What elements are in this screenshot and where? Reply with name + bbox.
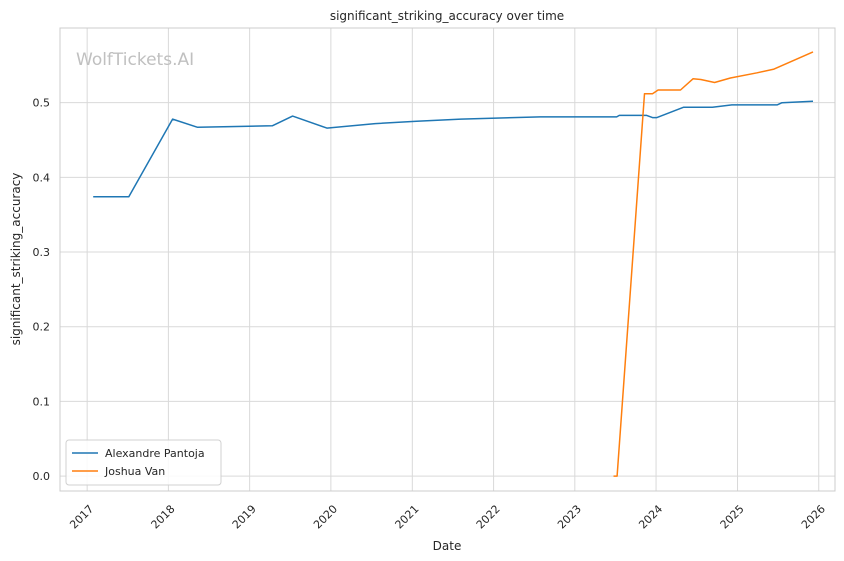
watermark: WolfTickets.AI bbox=[76, 50, 194, 70]
x-tick-label: 2025 bbox=[718, 503, 747, 532]
series-line-1 bbox=[613, 51, 814, 477]
x-tick-label: 2020 bbox=[311, 503, 340, 532]
y-tick-label: 0.3 bbox=[33, 246, 51, 259]
y-tick-label: 0.1 bbox=[33, 395, 51, 408]
x-tick-label: 2022 bbox=[474, 503, 503, 532]
x-axis-label: Date bbox=[433, 539, 462, 553]
plot-frame bbox=[59, 27, 836, 492]
legend-label: Joshua Van bbox=[104, 465, 165, 478]
x-tick-label: 2023 bbox=[555, 503, 584, 532]
x-tick-label: 2026 bbox=[799, 503, 828, 532]
legend-box bbox=[65, 439, 222, 486]
x-tick-label: 2018 bbox=[149, 503, 178, 532]
x-tick-label: 2019 bbox=[230, 503, 259, 532]
chart-title: significant_striking_accuracy over time bbox=[330, 9, 564, 23]
y-axis-label: significant_striking_accuracy bbox=[9, 173, 23, 346]
legend: Alexandre Pantoja Joshua Van bbox=[65, 439, 222, 486]
y-tick-label: 0.5 bbox=[33, 97, 51, 110]
y-tick-label: 0.2 bbox=[33, 321, 51, 334]
y-tick-label: 0.4 bbox=[33, 171, 51, 184]
x-tick-label: 2017 bbox=[67, 503, 96, 532]
y-axis-ticks: 0.0 0.1 0.2 0.3 0.4 0.5 bbox=[33, 97, 51, 483]
y-tick-label: 0.0 bbox=[33, 470, 51, 483]
series-line-0 bbox=[93, 100, 814, 198]
legend-label: Alexandre Pantoja bbox=[105, 447, 205, 460]
grid bbox=[60, 28, 835, 491]
series-lines bbox=[93, 51, 814, 477]
x-tick-label: 2021 bbox=[393, 503, 422, 532]
x-axis-ticks: 2017 2018 2019 2020 2021 2022 2023 2024 2025 2026 bbox=[67, 503, 828, 532]
x-tick-label: 2024 bbox=[636, 503, 665, 532]
